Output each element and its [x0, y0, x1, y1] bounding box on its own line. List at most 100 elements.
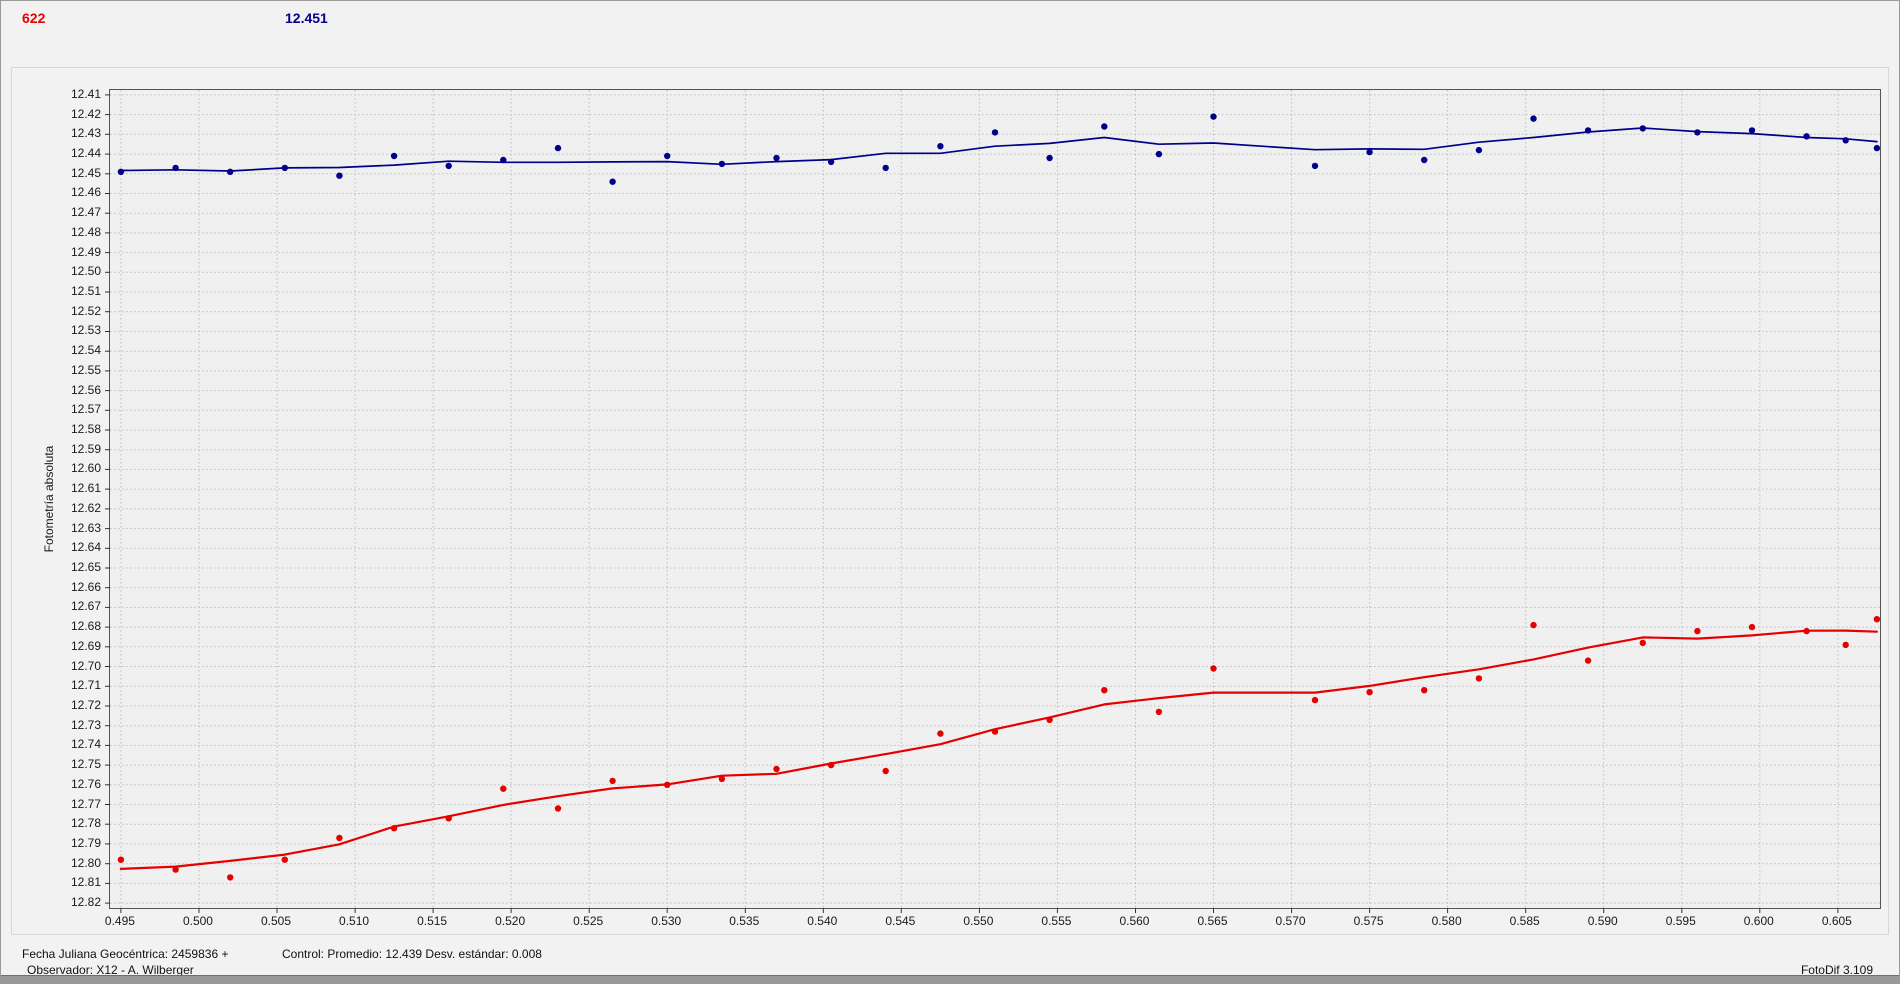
y-tick-label: 12.46 — [70, 185, 101, 200]
y-tick-label: 12.67 — [70, 599, 101, 614]
y-tick-label: 12.64 — [70, 540, 101, 555]
red-data-point — [609, 777, 616, 785]
x-tick-label: 0.510 — [339, 914, 370, 928]
x-tick-label: 0.585 — [1509, 914, 1540, 928]
blue-data-point — [1530, 115, 1537, 122]
x-tick-label: 0.580 — [1431, 914, 1462, 928]
y-tick-label: 12.53 — [70, 323, 101, 338]
y-tick-label: 12.58 — [70, 422, 101, 436]
red-data-point — [1311, 696, 1319, 704]
red-data-point — [554, 805, 562, 812]
blue-data-point — [1873, 144, 1881, 152]
x-tick-label: 0.545 — [885, 914, 916, 928]
blue-data-point — [172, 164, 179, 172]
x-tick-label: 0.575 — [1353, 914, 1384, 928]
y-tick-label: 12.56 — [70, 382, 101, 397]
red-data-point — [991, 728, 999, 735]
blue-data-point — [117, 168, 125, 175]
object-number: 622 — [22, 10, 46, 26]
blue-data-point — [1639, 125, 1647, 132]
blue-data-point — [500, 156, 507, 164]
red-data-point — [281, 856, 288, 863]
red-data-point — [937, 730, 944, 737]
red-data-point — [1421, 687, 1428, 694]
y-tick-label: 12.45 — [70, 165, 101, 180]
y-tick-label: 12.51 — [70, 284, 101, 299]
x-tick-label: 0.590 — [1587, 914, 1618, 928]
blue-data-point — [718, 160, 726, 168]
magnitude-readout: 12.451 — [285, 10, 328, 26]
y-tick-label: 12.65 — [70, 559, 101, 574]
y-tick-label: 12.62 — [70, 500, 101, 515]
red-data-point — [664, 781, 671, 788]
observer-label: Observador: X12 - A. Wilberger — [27, 963, 194, 977]
blue-data-point — [1842, 137, 1849, 144]
y-tick-label: 12.48 — [70, 224, 101, 239]
blue-data-point — [1366, 148, 1373, 156]
y-tick-label: 12.72 — [70, 697, 101, 712]
red-data-point — [1803, 627, 1810, 635]
plot-area[interactable] — [105, 89, 1881, 913]
x-tick-label: 0.495 — [104, 914, 135, 928]
y-tick-label: 12.43 — [70, 126, 101, 141]
blue-series-line — [120, 127, 1878, 172]
y-tick-label: 12.61 — [70, 481, 101, 496]
red-data-point — [336, 834, 343, 842]
blue-data-point — [1475, 146, 1483, 154]
red-data-point — [1873, 616, 1881, 623]
red-data-point — [1366, 689, 1373, 696]
y-tick-label: 12.55 — [70, 362, 101, 377]
julian-date-label: Fecha Juliana Geocéntrica: 2459836 + — [22, 947, 229, 961]
blue-data-point — [773, 154, 780, 162]
red-data-point — [773, 765, 780, 773]
x-tick-label: 0.555 — [1041, 914, 1072, 928]
red-data-point — [500, 785, 507, 792]
x-tick-label: 0.535 — [729, 914, 760, 928]
red-data-point — [1748, 623, 1756, 631]
red-data-point — [827, 761, 835, 769]
lightcurve-plot — [105, 90, 1881, 913]
blue-data-point — [1046, 154, 1053, 162]
red-data-point — [1530, 621, 1537, 629]
blue-data-point — [937, 143, 944, 150]
red-data-point — [718, 775, 726, 783]
header-bar: 622 12.451 — [1, 1, 1899, 41]
y-tick-label: 12.66 — [70, 579, 101, 594]
blue-data-point — [227, 168, 234, 175]
y-tick-label: 12.70 — [70, 658, 101, 673]
red-data-point — [1694, 627, 1701, 635]
x-tick-label: 0.550 — [963, 914, 994, 928]
y-tick-label: 12.78 — [70, 816, 101, 831]
x-tick-label: 0.565 — [1197, 914, 1228, 928]
red-data-point — [1046, 716, 1053, 723]
y-tick-label: 12.49 — [70, 244, 101, 259]
blue-data-point — [609, 178, 616, 185]
x-tick-label: 0.595 — [1665, 914, 1696, 928]
blue-data-point — [1210, 113, 1217, 120]
x-tick-label: 0.520 — [495, 914, 526, 928]
red-data-point — [1210, 665, 1217, 672]
red-data-point — [117, 856, 125, 863]
x-tick-label: 0.540 — [807, 914, 838, 928]
control-stats-label: Control: Promedio: 12.439 Desv. estándar… — [282, 947, 542, 961]
red-data-point — [1584, 657, 1592, 664]
y-tick-label: 12.47 — [70, 205, 101, 220]
app-version-label: FotoDif 3.109 — [1800, 963, 1873, 977]
blue-data-point — [1101, 123, 1108, 130]
window-bottom-edge — [1, 975, 1899, 983]
x-tick-label: 0.525 — [573, 914, 604, 928]
y-tick-label: 12.76 — [70, 776, 101, 791]
blue-data-point — [390, 152, 398, 160]
red-data-point — [172, 866, 179, 873]
y-tick-label: 12.44 — [70, 146, 101, 161]
blue-data-point — [554, 144, 562, 152]
blue-data-point — [281, 164, 288, 172]
blue-data-point — [336, 172, 343, 179]
x-tick-label: 0.605 — [1821, 914, 1852, 928]
blue-data-point — [445, 162, 452, 170]
y-tick-label: 12.63 — [70, 520, 101, 535]
y-tick-label: 12.57 — [70, 402, 101, 417]
blue-data-point — [827, 158, 835, 166]
blue-data-point — [1694, 129, 1701, 136]
